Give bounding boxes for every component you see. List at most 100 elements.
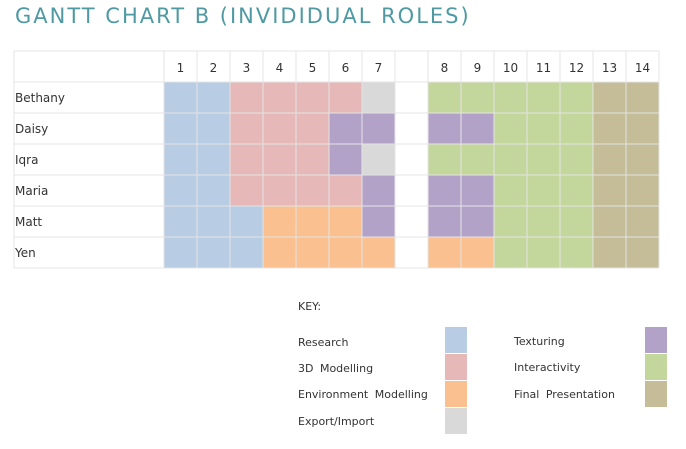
legend-swatch (645, 381, 667, 407)
gantt-cell (461, 144, 494, 175)
gantt-cell (197, 144, 230, 175)
gantt-cell (626, 144, 659, 175)
gantt-cell (296, 237, 329, 268)
gantt-cell (494, 175, 527, 206)
legend-label: Final Presentation (514, 388, 615, 401)
gantt-cell (560, 175, 593, 206)
gantt-cell (164, 82, 197, 113)
key-title: KEY: (298, 300, 322, 313)
column-label: 10 (503, 61, 518, 75)
row-label: Matt (15, 215, 42, 229)
column-label: 14 (635, 61, 650, 75)
gantt-cell (230, 144, 263, 175)
gantt-cell (197, 237, 230, 268)
gantt-cell (593, 144, 626, 175)
gantt-cell (164, 206, 197, 237)
gantt-cell (164, 175, 197, 206)
row-label: Yen (14, 246, 36, 260)
legend-label: Interactivity (514, 361, 581, 374)
gantt-cell (197, 206, 230, 237)
gantt-cell (626, 237, 659, 268)
gantt-cell (593, 113, 626, 144)
gantt-cell (428, 82, 461, 113)
gantt-cell (428, 237, 461, 268)
gantt-cell (527, 206, 560, 237)
gantt-cell (494, 82, 527, 113)
gantt-cell (461, 113, 494, 144)
gantt-cell (164, 113, 197, 144)
legend-label: Environment Modelling (298, 388, 428, 401)
column-label: 1 (177, 61, 185, 75)
gantt-cell (329, 144, 362, 175)
row-label: Bethany (15, 91, 65, 105)
gantt-cell (296, 113, 329, 144)
gantt-cell (296, 206, 329, 237)
gantt-cell (263, 144, 296, 175)
gantt-cell (362, 175, 395, 206)
legend-label: Texturing (514, 335, 565, 348)
column-label: 13 (602, 61, 617, 75)
gantt-cell (362, 82, 395, 113)
gantt-cell (362, 144, 395, 175)
gantt-cell (560, 237, 593, 268)
gantt-cell (527, 113, 560, 144)
legend-swatch (445, 354, 467, 380)
gantt-cell (230, 206, 263, 237)
gantt-cell (428, 113, 461, 144)
gantt-cell (296, 144, 329, 175)
chart-title: GANTT CHART B (INVIDIDUAL ROLES) (15, 4, 471, 28)
gantt-cell (329, 113, 362, 144)
legend-swatch (645, 327, 667, 353)
gantt-cell (527, 144, 560, 175)
gantt-cell (560, 82, 593, 113)
gantt-cell (560, 113, 593, 144)
gantt-cell (593, 206, 626, 237)
gantt-cell (593, 175, 626, 206)
gantt-cell (230, 82, 263, 113)
row-label: Iqra (15, 153, 38, 167)
gantt-cell (494, 237, 527, 268)
gantt-cell (494, 113, 527, 144)
column-label: 11 (536, 61, 551, 75)
gantt-cell (296, 82, 329, 113)
gantt-cell (164, 237, 197, 268)
gantt-cell (263, 175, 296, 206)
column-label: 9 (474, 61, 482, 75)
gantt-cell (197, 175, 230, 206)
gantt-cell (230, 113, 263, 144)
row-label: Maria (15, 184, 48, 198)
column-label: 7 (375, 61, 383, 75)
gantt-cell (362, 237, 395, 268)
gantt-cell (593, 82, 626, 113)
gantt-cell (494, 206, 527, 237)
gantt-cell (362, 206, 395, 237)
gantt-cell (329, 82, 362, 113)
gantt-cell (263, 82, 296, 113)
gantt-cell (461, 82, 494, 113)
column-label: 4 (276, 61, 284, 75)
gantt-cell (626, 175, 659, 206)
gantt-cell (263, 113, 296, 144)
legend-label: 3D Modelling (298, 362, 374, 375)
column-label: 2 (210, 61, 218, 75)
gantt-cell (461, 175, 494, 206)
column-label: 5 (309, 61, 317, 75)
legend-swatch (445, 327, 467, 353)
gantt-cell (230, 237, 263, 268)
gantt-cell (527, 175, 560, 206)
gantt-cell (527, 237, 560, 268)
gantt-cell (428, 175, 461, 206)
gantt-cell (428, 206, 461, 237)
gantt-chart: 1 2 3 4 5 6 7 8 9 10 11 12 13 14BethanyDaisyIqraMaria… (13, 50, 660, 269)
gantt-cell (263, 206, 296, 237)
gantt-cell (197, 82, 230, 113)
gantt-cell (296, 175, 329, 206)
gantt-cell (329, 237, 362, 268)
gantt-cell (560, 206, 593, 237)
gantt-cell (263, 237, 296, 268)
legend-swatch (445, 381, 467, 407)
legend-label: Research (298, 336, 349, 349)
column-label: 3 (243, 61, 251, 75)
gantt-cell (593, 237, 626, 268)
gantt-cell (494, 144, 527, 175)
